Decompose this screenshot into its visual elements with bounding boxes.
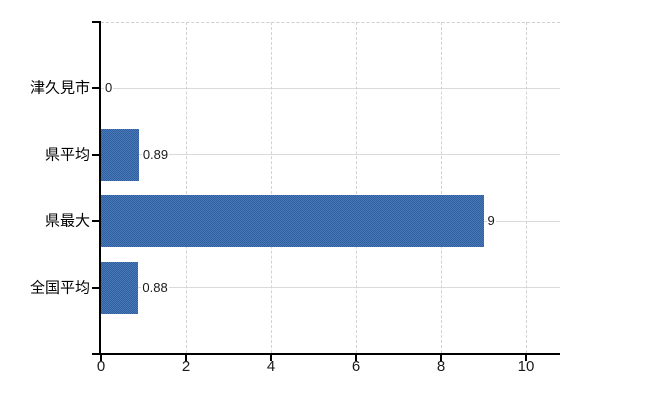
h-gridline: [101, 87, 560, 89]
y-tick-mark: [92, 353, 101, 355]
category-label: 県平均: [44, 146, 90, 164]
x-tick-mark: [440, 355, 442, 361]
x-tick-mark: [270, 355, 272, 361]
x-tick-label: 4: [266, 358, 276, 375]
y-tick-mark: [92, 153, 101, 156]
plot-top-border: [101, 22, 560, 23]
v-gridline: [356, 22, 357, 353]
bar-value-label: 0.89: [141, 146, 170, 162]
h-gridline: [101, 154, 560, 156]
x-axis-line: [99, 353, 560, 355]
bar: [101, 195, 484, 248]
bar-value-label: 9: [486, 213, 496, 229]
x-tick-mark: [185, 355, 187, 361]
bar: [101, 261, 139, 314]
category-label: 県最大: [44, 212, 90, 230]
bar-value-label: 0.88: [141, 279, 169, 295]
bar-value-label: 0: [104, 80, 114, 96]
y-tick-mark: [92, 21, 101, 23]
v-gridline: [271, 22, 272, 353]
x-tick-mark: [525, 355, 527, 361]
v-gridline: [186, 22, 187, 353]
x-tick-label: 8: [436, 358, 446, 375]
bar: [101, 128, 139, 181]
y-tick-mark: [92, 286, 101, 289]
x-tick-label: 6: [351, 358, 361, 375]
x-tick-mark: [355, 355, 357, 361]
v-gridline: [526, 22, 527, 353]
x-tick-label: 2: [181, 358, 191, 375]
y-tick-mark: [92, 220, 101, 223]
v-gridline: [441, 22, 442, 353]
y-axis-line: [99, 21, 101, 355]
h-gridline: [101, 287, 560, 289]
y-tick-mark: [92, 87, 101, 90]
category-label: 津久見市: [29, 79, 90, 97]
category-label: 全国平均: [29, 279, 90, 297]
x-tick-mark: [100, 355, 102, 361]
x-tick-label: 10: [517, 358, 535, 375]
x-tick-label: 0: [96, 358, 106, 375]
